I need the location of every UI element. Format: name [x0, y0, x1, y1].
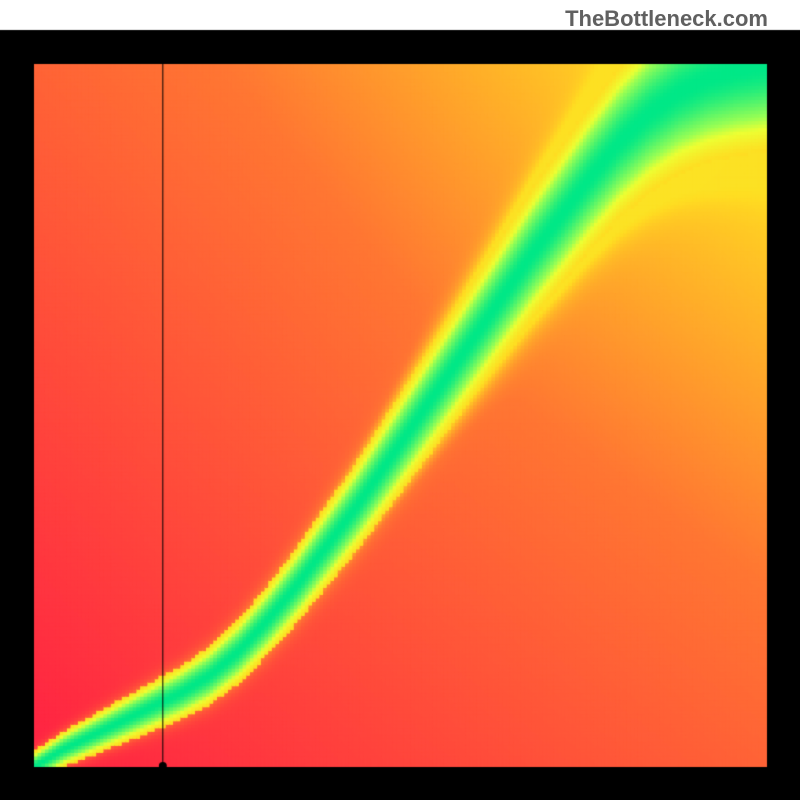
- watermark-text: TheBottleneck.com: [565, 6, 768, 32]
- chart-container: TheBottleneck.com: [0, 0, 800, 800]
- heatmap-canvas: [0, 0, 800, 800]
